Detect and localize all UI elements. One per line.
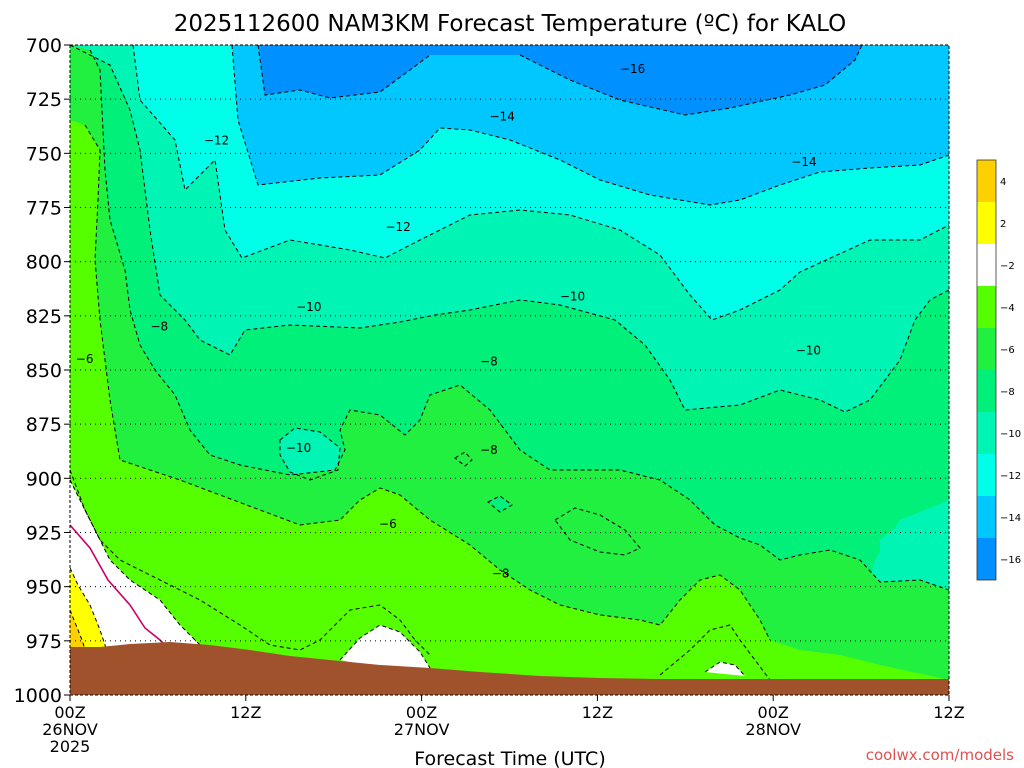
band-minus6-to-minus4 bbox=[70, 120, 949, 695]
contour-label-2: −12 bbox=[204, 133, 229, 147]
isotherm-minus14 bbox=[231, 45, 949, 206]
band-minus2-to-2-c bbox=[705, 662, 745, 676]
colorbar-label-0: 4 bbox=[1000, 177, 1006, 188]
colorbar-swatch-1 bbox=[977, 202, 996, 244]
colorbar-label-8: −14 bbox=[1000, 513, 1021, 524]
contour-label-13: −10 bbox=[796, 344, 821, 358]
isotherm-minus8-closed-b bbox=[454, 451, 473, 467]
contour-label-12: −10 bbox=[560, 289, 585, 303]
plot-area: −6 −8 −12 −10 −10 −12 −14 −16 −8 −8 −6 −8 −10 −10 −14 bbox=[70, 45, 949, 695]
isotherm-minus6 bbox=[84, 124, 771, 641]
y-tick-label-900: 900 bbox=[26, 468, 62, 490]
colorbar-swatch-8 bbox=[977, 496, 996, 538]
x-tick-label-12-1: 12Z bbox=[230, 703, 261, 722]
colorbar-swatch-2 bbox=[977, 244, 996, 286]
y-tick-label-1000: 1000 bbox=[14, 685, 62, 707]
colorbar-swatch-7 bbox=[977, 454, 996, 496]
warm-pocket bbox=[555, 508, 640, 555]
colorbar-label-9: −16 bbox=[1000, 555, 1021, 566]
colorbar-label-6: −10 bbox=[1000, 429, 1021, 440]
cold-pocket bbox=[280, 428, 340, 480]
colorbar-swatch-6 bbox=[977, 412, 996, 454]
band-minus2-to-2 bbox=[70, 480, 260, 695]
band-minus4-to-minus2 bbox=[70, 470, 949, 695]
contour-label-11: −8 bbox=[492, 567, 510, 581]
contour-label-1: −8 bbox=[151, 320, 169, 334]
y-tick-label-750: 750 bbox=[26, 143, 62, 165]
colorbar-swatch-0 bbox=[977, 160, 996, 202]
contour-label-14: −14 bbox=[791, 155, 816, 169]
x-tick-label-0-1: 00Z bbox=[54, 703, 85, 722]
colorbar-label-2: −2 bbox=[1000, 261, 1015, 272]
contour-label-8: −8 bbox=[480, 354, 498, 368]
x-tick-label-24-1: 00Z bbox=[406, 703, 437, 722]
contour-label-4: −10 bbox=[286, 441, 311, 455]
isotherm-minus8-closed bbox=[487, 495, 513, 513]
x-tick-label-48-1: 00Z bbox=[758, 703, 789, 722]
colorbar-label-7: −12 bbox=[1000, 471, 1021, 482]
colorbar: 4 2 −2 −4 −6 −8 −10 −12 −14 −16 bbox=[976, 159, 1021, 581]
cold-pocket-right bbox=[880, 515, 949, 600]
contour-labels: −6 −8 −12 −10 −10 −12 −14 −16 −8 −8 −6 −8 −10 −10 −14 bbox=[76, 62, 821, 581]
y-tick-label-775: 775 bbox=[26, 198, 62, 220]
contour-label-5: −12 bbox=[385, 220, 410, 234]
colorbar-label-5: −8 bbox=[1000, 387, 1015, 398]
y-tick-label-850: 850 bbox=[26, 360, 62, 382]
chart-title: 2025112600 NAM3KM Forecast Temperature (… bbox=[174, 11, 847, 37]
y-tick-label-950: 950 bbox=[26, 577, 62, 599]
contour-label-0: −6 bbox=[76, 352, 94, 366]
colorbar-label-3: −4 bbox=[1000, 303, 1015, 314]
site-credit: coolwx.com/models bbox=[866, 746, 1014, 764]
contour-label-9: −8 bbox=[480, 443, 498, 457]
y-tick-label-725: 725 bbox=[26, 89, 62, 111]
terrain bbox=[70, 642, 949, 695]
isotherm-minus4 bbox=[70, 469, 771, 681]
colorbar-swatch-3 bbox=[977, 286, 996, 328]
colorbar-label-1: 2 bbox=[1000, 219, 1006, 230]
x-tick-label-60-1: 12Z bbox=[933, 703, 964, 722]
isotherm-minus6-closed bbox=[554, 507, 641, 556]
band-below-minus16 bbox=[258, 45, 862, 115]
isotherm-lines bbox=[70, 45, 949, 695]
freezing-line bbox=[70, 524, 176, 656]
colorbar-swatch-5 bbox=[977, 370, 996, 412]
contour-label-10: −6 bbox=[379, 517, 397, 531]
y-tick-label-700: 700 bbox=[26, 35, 62, 57]
contour-label-7: −16 bbox=[620, 62, 645, 76]
colorbar-swatch-4 bbox=[977, 328, 996, 370]
isotherm-minus10-closed bbox=[279, 427, 341, 481]
isotherm-minus12 bbox=[132, 45, 949, 321]
x-axis-title: Forecast Time (UTC) bbox=[414, 748, 605, 768]
x-tick-label-48-2: 28NOV bbox=[745, 720, 801, 739]
isotherm-minus10 bbox=[70, 45, 949, 413]
isotherm-minus2 bbox=[70, 479, 746, 681]
colorbar-label-4: −6 bbox=[1000, 345, 1015, 356]
contour-label-6: −14 bbox=[490, 110, 515, 124]
x-tick-label-24-2: 27NOV bbox=[394, 720, 450, 739]
y-axis: 700 725 750 775 800 825 850 875 900 925 950 975 1000 bbox=[14, 35, 70, 707]
x-tick-label-0-3: 2025 bbox=[50, 737, 91, 756]
x-tick-label-0-2: 26NOV bbox=[42, 720, 98, 739]
y-tick-label-800: 800 bbox=[26, 252, 62, 274]
y-tick-label-875: 875 bbox=[26, 414, 62, 436]
y-tick-label-825: 825 bbox=[26, 306, 62, 328]
contour-label-3: −10 bbox=[296, 300, 321, 314]
band-minus2-to-2-b bbox=[340, 625, 430, 670]
isotherm-minus8 bbox=[89, 49, 949, 591]
x-tick-label-36-1: 12Z bbox=[582, 703, 613, 722]
colorbar-frame bbox=[976, 159, 997, 581]
isotherm-minus16 bbox=[257, 45, 863, 116]
y-tick-label-975: 975 bbox=[26, 631, 62, 653]
y-tick-label-925: 925 bbox=[26, 523, 62, 545]
colorbar-swatch-9 bbox=[977, 538, 996, 580]
